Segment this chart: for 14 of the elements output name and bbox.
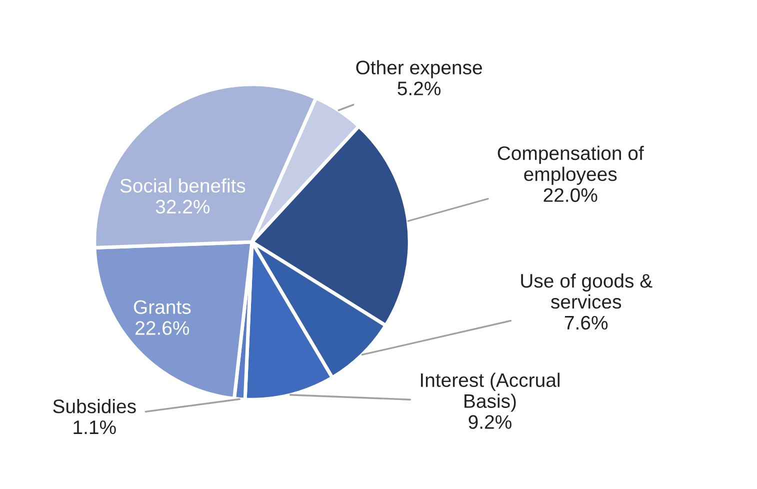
slice-label: Use of goods & services <box>521 273 652 309</box>
data-label: 9.2% <box>468 415 512 429</box>
slice-label: Grants <box>134 300 191 314</box>
slice-label: Interest (Accrual Basis) <box>420 372 560 412</box>
slice-label: Social benefits <box>120 178 246 193</box>
data-label: 22.0% <box>544 188 598 202</box>
slice-label: Subsidies <box>53 398 136 414</box>
data-label: 7.6% <box>564 316 608 330</box>
data-label: 1.1% <box>74 420 116 434</box>
data-label: 32.2% <box>156 200 210 214</box>
slice-label: Compensation of employees <box>498 146 644 185</box>
data-label: 5.2% <box>398 82 441 96</box>
data-label: 22.6% <box>136 321 190 335</box>
slice-label: Other expense <box>356 60 482 78</box>
